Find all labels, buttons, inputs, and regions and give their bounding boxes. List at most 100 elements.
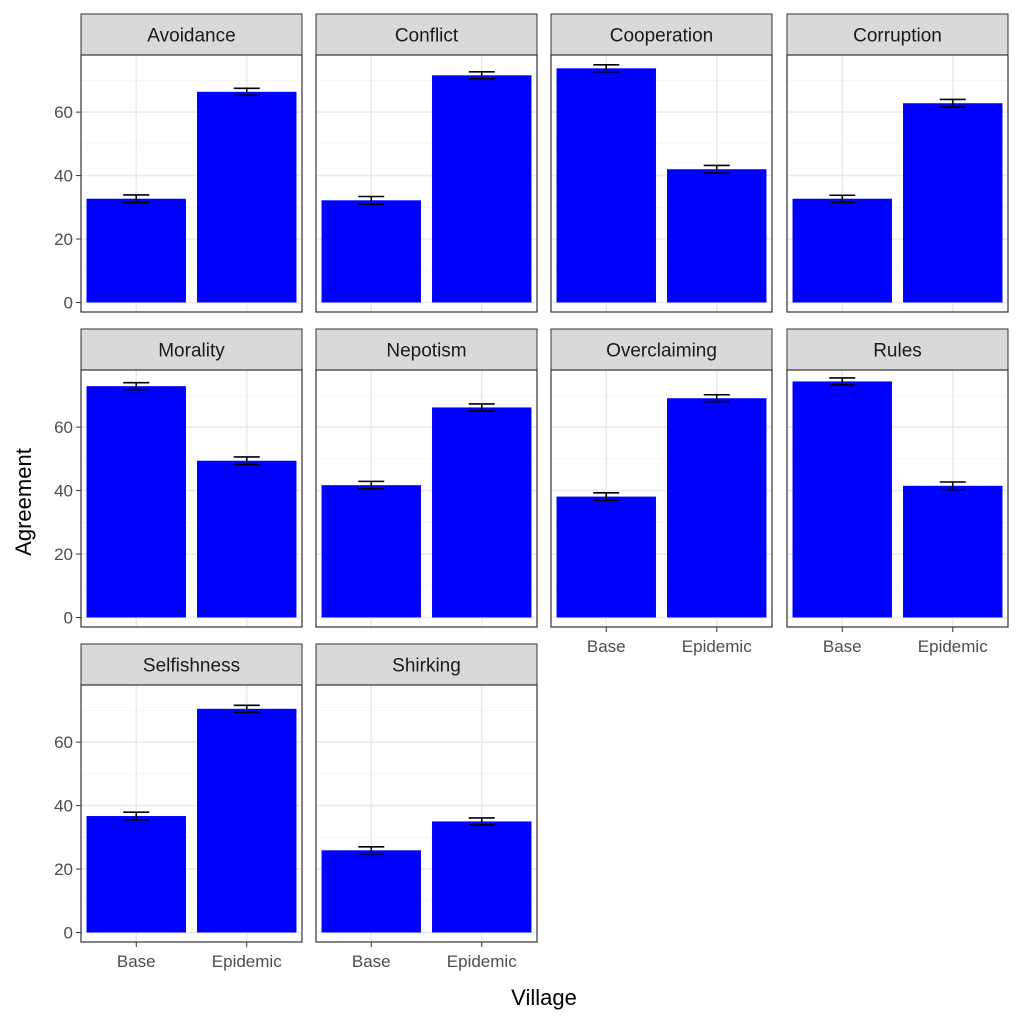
x-tick-label: Base [117,952,156,971]
facet-panel: Selfishness 0 20 40 60 Base Epidemic [54,643,303,971]
y-tick-label: 0 [64,923,73,942]
error-bar [233,704,260,714]
x-tick-label: Epidemic [212,952,282,971]
facet-panel: Overclaiming Base Epidemic [550,328,773,656]
bar-epidemic [432,407,532,618]
error-bar [939,98,966,108]
bar-base [792,381,892,618]
bar-epidemic [432,821,532,933]
bar-base [321,850,421,933]
facet-strip [315,328,538,371]
panel-border [80,684,303,943]
error-bar [233,456,260,466]
y-axis-title: Agreement [11,448,36,556]
facet-strip [786,328,1009,371]
bar-base [86,198,186,303]
panel-border [315,54,538,313]
facet-panel: Rules Base Epidemic [786,328,1009,656]
x-tick-label: Epidemic [918,637,988,656]
error-bar [939,481,966,491]
bar-epidemic [903,103,1003,303]
facet-panels: Avoidance 0 20 40 60 Conflict Cooperation Corru… [54,13,1009,971]
error-bar [358,846,385,855]
bar-base [556,496,656,618]
error-bar [123,381,150,391]
error-bar [468,403,495,412]
y-tick-label: 20 [54,545,73,564]
bar-base [321,200,421,303]
panel-border [550,369,773,628]
bar-base [321,485,421,618]
facet-panel: Conflict [315,13,538,313]
facet-strip-label: Nepotism [386,341,466,362]
y-tick-label: 20 [54,860,73,879]
facet-strip-label: Rules [873,341,922,362]
x-tick-label: Base [823,637,862,656]
bar-epidemic [667,169,767,303]
facet-strip-label: Overclaiming [606,341,717,362]
error-bar [468,817,495,826]
facet-strip [315,13,538,56]
x-tick-label: Epidemic [682,637,752,656]
facet-panel: Morality 0 20 40 60 [54,328,303,628]
facet-strip-label: Avoidance [147,26,235,47]
y-tick-label: 60 [54,103,73,122]
panel-border [315,369,538,628]
y-tick-label: 40 [54,167,73,186]
facet-panel: Nepotism [315,328,538,628]
panel-border [315,684,538,943]
facet-panel: Avoidance 0 20 40 60 [54,13,303,313]
bar-epidemic [432,75,532,303]
x-tick-label: Base [352,952,391,971]
bar-epidemic [197,460,297,618]
bar-base [86,386,186,618]
facet-strip-label: Conflict [395,26,459,47]
panel-border [80,369,303,628]
bar-epidemic [197,708,297,933]
facet-strip [550,328,773,371]
facet-strip [786,13,1009,56]
x-tick-label: Base [587,637,626,656]
y-tick-label: 40 [54,797,73,816]
y-tick-label: 40 [54,482,73,501]
bar-base [86,816,186,933]
facet-strip [550,13,773,56]
bar-epidemic [197,91,297,303]
error-bar [703,393,730,403]
facet-panel: Corruption [786,13,1009,313]
y-tick-label: 60 [54,733,73,752]
facet-panel: Shirking Base Epidemic [315,643,538,971]
error-bar [123,194,150,204]
error-bar [829,377,856,386]
y-tick-label: 60 [54,418,73,437]
panel-border [80,54,303,313]
error-bar [593,491,620,502]
facet-strip-label: Morality [158,341,225,362]
y-tick-label: 0 [64,608,73,627]
error-bar [358,195,385,205]
error-bar [358,480,385,490]
bar-base [792,198,892,303]
panel-border [550,54,773,313]
panel-border [786,54,1009,313]
facet-strip-label: Shirking [392,656,461,677]
x-tick-label: Epidemic [447,952,517,971]
facet-strip [80,13,303,56]
error-bar [468,71,495,80]
facet-strip [80,328,303,371]
panel-border [786,369,1009,628]
x-axis-title: Village [511,985,577,1010]
bar-epidemic [903,485,1003,618]
bar-base [556,68,656,303]
bar-epidemic [667,398,767,618]
error-bar [233,87,260,97]
facet-strip-label: Selfishness [143,656,240,677]
error-bar [829,194,856,204]
error-bar [123,811,150,821]
facet-strip [315,643,538,686]
error-bar [593,64,620,73]
y-tick-label: 0 [64,293,73,312]
facet-strip-label: Corruption [853,26,942,47]
facet-panel: Cooperation [550,13,773,313]
